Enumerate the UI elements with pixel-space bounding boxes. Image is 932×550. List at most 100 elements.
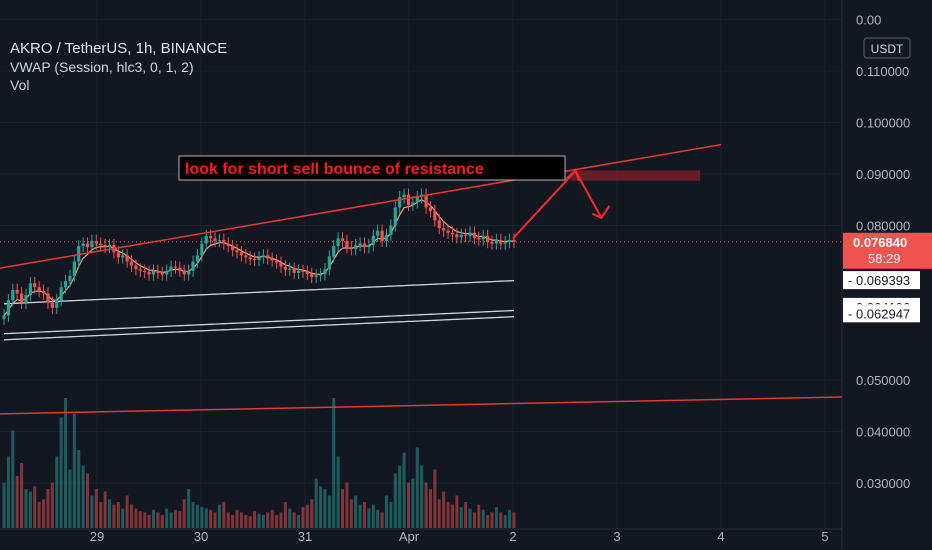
candle-body <box>318 274 323 276</box>
candle-body <box>213 238 217 241</box>
candle-body <box>389 225 393 235</box>
candle-body <box>332 246 336 257</box>
annotation-box[interactable] <box>178 155 566 181</box>
candle-body <box>477 237 481 240</box>
candle-body <box>455 234 459 238</box>
volume-bar <box>42 499 46 528</box>
volume-bar <box>446 502 450 528</box>
volume-bar <box>130 504 133 528</box>
volume-bar <box>297 515 301 528</box>
volume-bar <box>512 512 516 528</box>
annotation-text: look for short sell bounce of resistance <box>185 161 484 178</box>
candle-body <box>222 239 226 244</box>
vwap-lower-band <box>3 316 515 341</box>
candle-body <box>384 234 389 241</box>
volume-bar <box>24 489 28 528</box>
candle-body <box>191 261 195 271</box>
volume-bar <box>59 417 63 528</box>
volume-bar <box>112 504 116 528</box>
volume-bar <box>50 482 54 528</box>
candle-body <box>274 260 279 263</box>
candle-body <box>415 197 419 203</box>
volume-bar <box>411 478 415 528</box>
candle-body <box>217 239 222 241</box>
candle-body <box>209 235 213 239</box>
candle-body <box>371 235 375 246</box>
candle-body <box>450 232 455 235</box>
candle-body <box>2 315 6 319</box>
volume-bar <box>319 486 323 528</box>
indicator-label[interactable]: VWAP (Session, hlc3, 0, 1, 2) <box>10 59 194 75</box>
candle-body <box>253 258 257 261</box>
volume-bar <box>358 504 362 528</box>
volume-bar <box>103 491 107 528</box>
candle-body <box>433 211 437 221</box>
volume-bar <box>363 502 367 528</box>
volume-bar <box>380 512 384 528</box>
candle-body <box>99 243 103 246</box>
candle-body <box>55 300 59 308</box>
currency-badge[interactable] <box>863 37 911 59</box>
currency-badge-label: USDT <box>871 42 904 56</box>
volume-bar <box>327 495 331 528</box>
candle-body <box>472 232 477 238</box>
volume-bar <box>151 509 155 528</box>
band-price-label: - 0.069393 <box>848 273 910 288</box>
candle-body <box>28 283 32 296</box>
candle-body <box>354 245 358 250</box>
candle-body <box>235 250 239 253</box>
volume-bar <box>433 469 437 528</box>
volume-bar <box>253 511 257 528</box>
candle-body <box>195 255 200 262</box>
candle-body <box>468 232 472 236</box>
candle-body <box>160 272 164 275</box>
volume-bar <box>147 515 151 528</box>
volume-bar <box>55 456 59 528</box>
resistance-zone[interactable] <box>570 170 701 181</box>
volume-bar <box>490 512 494 528</box>
candle-body <box>345 240 349 248</box>
volume-bar <box>244 515 248 528</box>
volume-bar <box>86 473 90 528</box>
volume-bar <box>160 515 164 528</box>
volume-label[interactable]: Vol <box>10 77 30 93</box>
volume-bar <box>472 512 476 528</box>
candle-body <box>33 283 37 288</box>
candle-body <box>129 261 134 266</box>
volume-bar <box>288 508 292 528</box>
volume-bar <box>28 491 32 528</box>
candle-body <box>90 240 94 248</box>
candle-body <box>46 293 50 303</box>
candle-body <box>376 230 380 236</box>
candle-body <box>310 273 314 277</box>
symbol-title[interactable]: AKRO / TetherUS, 1h, BINANCE <box>10 40 228 57</box>
y-tick-label: 0.00 <box>856 13 881 28</box>
candle-body <box>266 255 270 259</box>
volume-bar <box>468 508 472 528</box>
volume-bar <box>499 512 503 528</box>
volume-bar <box>222 502 226 528</box>
candle-body <box>428 207 433 212</box>
candle-body <box>257 257 261 261</box>
candle-body <box>173 266 178 268</box>
candle-body <box>226 243 230 247</box>
candle-body <box>85 243 90 248</box>
candle-body <box>393 207 397 226</box>
candle-body <box>24 295 28 303</box>
volume-bar <box>402 452 406 528</box>
volume-bar <box>2 482 6 528</box>
volume-bar <box>182 499 186 528</box>
candle-body <box>138 269 142 271</box>
candle-body <box>398 197 402 208</box>
volume-bar <box>415 447 419 528</box>
candle-body <box>107 245 112 248</box>
volume-bar <box>292 512 296 528</box>
candle-body <box>37 287 41 291</box>
candle-body <box>358 243 362 246</box>
support-trendline[interactable] <box>0 396 843 415</box>
resistance-trendline[interactable] <box>0 143 722 270</box>
x-tick-label: 29 <box>90 529 104 544</box>
volume-bar <box>428 489 432 528</box>
volume-bar <box>200 507 204 528</box>
